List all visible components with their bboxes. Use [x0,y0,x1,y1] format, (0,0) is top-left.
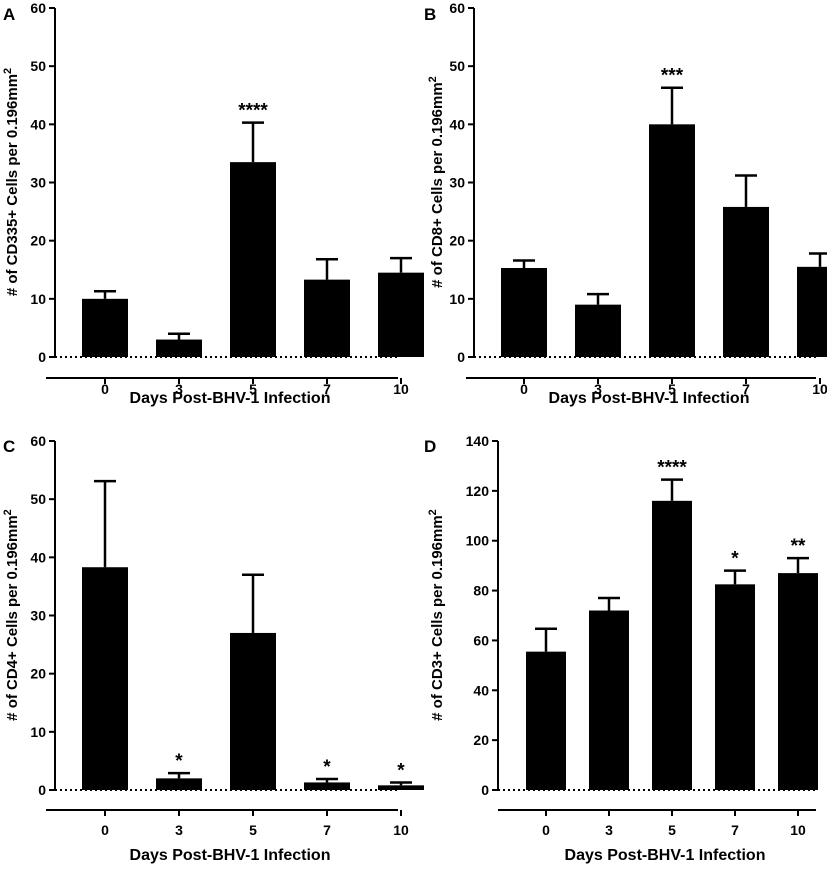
y-tick-label: 100 [466,533,490,549]
y-tick-label: 60 [30,433,46,449]
y-axis-label: # of CD4+ Cells per 0.196mm2 [2,509,21,721]
x-axis-label: Days Post-BHV-1 Infection [565,847,766,864]
bar-3 [589,610,629,790]
significance-marker: ** [791,536,806,557]
y-tick-label: 40 [30,549,46,565]
bar-5 [230,632,276,790]
bar-5 [230,162,276,357]
y-tick-label: 60 [473,632,489,648]
x-tick-label: 7 [731,822,739,838]
bar-7 [723,206,769,357]
y-tick-label: 50 [30,58,46,74]
x-axis-label: Days Post-BHV-1 Infection [130,390,331,407]
y-tick-label: 40 [449,116,465,132]
x-tick-label: 10 [790,822,806,838]
y-tick-label: 30 [30,608,46,624]
y-tick-label: 60 [449,0,465,16]
significance-marker: * [175,751,183,772]
bar-10 [797,266,827,357]
y-tick-label: 50 [30,491,46,507]
x-tick-label: 5 [249,822,257,838]
panel-b: B 0 10 20 30 40 50 60 *** 0 3 5 7 10 Days Post-BHV-1 I… [424,0,827,407]
significance-marker: * [397,760,405,781]
y-tick-label: 0 [38,349,46,365]
bar-10 [778,573,818,790]
x-tick-label: 10 [393,822,409,838]
x-tick-label: 3 [594,381,602,397]
y-tick-label: 20 [449,233,465,249]
y-tick-label: 40 [30,116,46,132]
y-tick-label: 140 [466,433,490,449]
y-tick-label: 20 [30,666,46,682]
significance-marker: **** [238,101,268,122]
y-tick-label: 30 [449,175,465,191]
x-tick-label: 0 [101,822,109,838]
y-tick-label: 0 [481,782,489,798]
y-tick-label: 0 [38,782,46,798]
y-tick-label: 10 [30,724,46,740]
bar-10 [378,272,424,357]
bar-0 [526,651,566,790]
x-tick-label: 0 [520,381,528,397]
y-tick-label: 20 [473,732,489,748]
bar-3 [156,778,202,790]
bar-0 [82,567,128,790]
bar-0 [82,298,128,357]
significance-marker: * [323,757,331,778]
bar-10 [378,785,424,790]
panel-letter: C [3,437,15,456]
bar-5 [649,124,695,357]
x-tick-label: 0 [542,822,550,838]
y-tick-label: 40 [473,682,489,698]
bar-3 [575,304,621,357]
y-tick-label: 80 [473,583,489,599]
significance-marker: *** [661,66,684,87]
x-tick-label: 0 [101,381,109,397]
bar-7 [304,279,350,357]
bar-7 [304,782,350,790]
x-tick-label: 7 [742,381,750,397]
y-tick-label: 0 [457,349,465,365]
x-tick-label: 5 [668,822,676,838]
x-tick-label: 7 [323,381,331,397]
x-tick-label: 5 [668,381,676,397]
panel-c: C 0 10 20 30 40 50 60 * * * 0 3 5 7 10 Days Post-BHV-1 I… [2,433,424,864]
bar-0 [501,268,547,357]
significance-marker: * [731,549,739,570]
bar-3 [156,339,202,357]
bar-7 [715,584,755,790]
y-axis-label: # of CD335+ Cells per 0.196mm2 [2,68,21,296]
panel-a: A 0 10 20 30 40 50 60 **** 0 3 5 7 10 Days Post-BHV-1 … [2,0,424,407]
x-tick-label: 7 [323,822,331,838]
y-tick-label: 10 [449,291,465,307]
x-tick-label: 5 [249,381,257,397]
y-axis-label: # of CD8+ Cells per 0.196mm2 [427,76,446,288]
x-tick-label: 3 [175,381,183,397]
y-tick-label: 120 [466,483,490,499]
x-axis-label: Days Post-BHV-1 Infection [130,847,331,864]
y-tick-label: 30 [30,175,46,191]
x-tick-label: 3 [175,822,183,838]
panel-letter: B [424,5,436,24]
panel-letter: D [424,437,436,456]
y-tick-label: 50 [449,58,465,74]
panel-letter: A [3,5,15,24]
x-axis-label: Days Post-BHV-1 Infection [549,390,750,407]
y-axis-label: # of CD3+ Cells per 0.196mm2 [427,509,446,721]
significance-marker: **** [657,458,687,479]
y-tick-label: 60 [30,0,46,16]
x-tick-label: 3 [605,822,613,838]
y-tick-label: 10 [30,291,46,307]
x-tick-label: 10 [812,381,827,397]
bar-5 [652,500,692,790]
x-tick-label: 10 [393,381,409,397]
y-tick-label: 20 [30,233,46,249]
